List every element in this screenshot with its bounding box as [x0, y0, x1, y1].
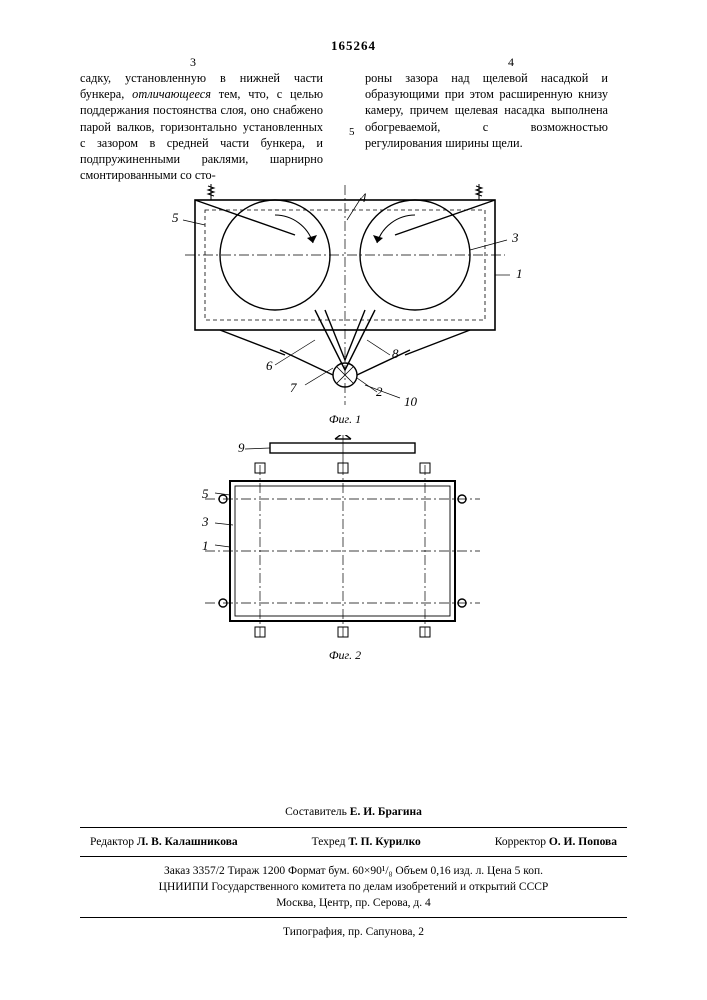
imprint-line-1: Заказ 3357/2 Тираж 1200 Формат бум. 60×9… [80, 863, 627, 879]
compiler-line: Составитель Е. И. Брагина [80, 804, 627, 820]
column-number-right: 4 [508, 55, 514, 70]
right-column-paragraph: роны зазора над щелевой насадкой и образ… [365, 70, 608, 151]
callout-4: 4 [360, 190, 367, 206]
text-column-right: роны зазора над щелевой насадкой и образ… [365, 70, 608, 151]
callout-1-f2: 1 [202, 538, 209, 554]
page: 165264 3 4 5 садку, установленную в нижн… [0, 0, 707, 1000]
figure-1 [165, 180, 525, 410]
callout-10: 10 [404, 394, 417, 410]
figure-2 [175, 435, 515, 655]
callout-6: 6 [266, 358, 273, 374]
callout-8: 8 [392, 346, 399, 362]
fig1-caption: Фиг. 1 [80, 412, 610, 427]
text-column-left: садку, установленную в нижней части бунк… [80, 70, 323, 184]
claim-keyword: отличающееся [132, 87, 211, 101]
figures-area: 5 4 3 1 6 7 8 2 10 Фиг. 1 [80, 180, 610, 670]
footer-rule-1 [80, 827, 627, 828]
callout-1: 1 [516, 266, 523, 282]
imprint-line-3: Москва, Центр, пр. Серова, д. 4 [80, 895, 627, 911]
callout-2: 2 [376, 384, 383, 400]
callout-3-f2: 3 [202, 514, 209, 530]
credits-row: Редактор Л. В. Калашникова Техред Т. П. … [80, 834, 627, 850]
footer-rule-2 [80, 856, 627, 857]
footer: Составитель Е. И. Брагина Редактор Л. В.… [80, 804, 627, 940]
callout-5-f2: 5 [202, 486, 209, 502]
line-number-marker: 5 [349, 126, 355, 138]
column-number-left: 3 [190, 55, 196, 70]
imprint-line-2: ЦНИИПИ Государственного комитета по дела… [80, 879, 627, 895]
callout-5: 5 [172, 210, 179, 226]
footer-rule-3 [80, 917, 627, 918]
callout-3: 3 [512, 230, 519, 246]
printer-line: Типография, пр. Сапунова, 2 [80, 924, 627, 940]
callout-7: 7 [290, 380, 297, 396]
callout-9-f2: 9 [238, 440, 245, 456]
fig2-caption: Фиг. 2 [80, 648, 610, 663]
patent-number: 165264 [0, 38, 707, 54]
